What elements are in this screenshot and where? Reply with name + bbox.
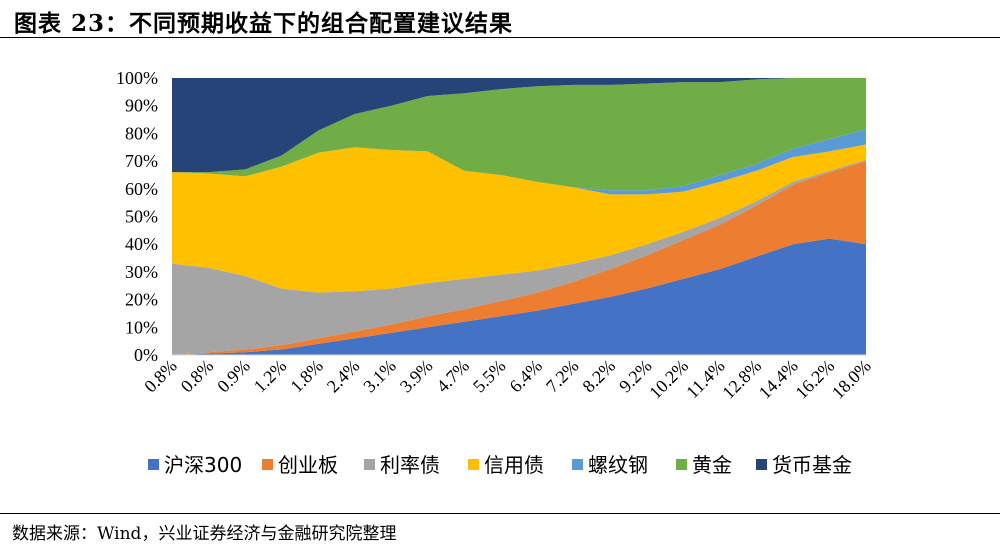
x-tick-label: 1.2% <box>250 356 291 397</box>
legend-label: 信用债 <box>484 453 544 477</box>
x-tick-label: 3.1% <box>359 356 400 397</box>
area-series-0 <box>172 238 866 355</box>
legend-swatch <box>676 459 687 470</box>
y-tick-label: 40% <box>125 234 158 254</box>
x-tick-label: 1.8% <box>286 356 327 397</box>
legend-swatch <box>262 459 273 470</box>
legend-swatch <box>364 459 375 470</box>
source-divider <box>0 513 1000 514</box>
y-tick-label: 50% <box>125 207 158 227</box>
y-tick-label: 90% <box>125 96 158 116</box>
area-series-6 <box>172 78 866 173</box>
title-divider <box>0 37 1000 38</box>
x-tick-label: 7.2% <box>542 356 583 397</box>
legend-swatch <box>468 459 479 470</box>
x-tick-label: 0.9% <box>213 356 254 397</box>
legend-label: 利率债 <box>380 453 440 477</box>
x-tick-label: 18.0% <box>828 356 875 403</box>
y-tick-label: 0% <box>134 345 158 365</box>
x-tick-label: 2.4% <box>323 356 364 397</box>
x-tick-label: 11.4% <box>682 356 729 403</box>
area-series-2 <box>172 159 866 355</box>
legend-swatch <box>572 459 583 470</box>
x-tick-label: 4.7% <box>432 356 473 397</box>
legend-label: 沪深300 <box>164 453 242 477</box>
area-series-5 <box>172 78 866 191</box>
x-tick-label: 5.5% <box>469 356 510 397</box>
y-tick-label: 70% <box>125 151 158 171</box>
y-tick-label: 80% <box>125 123 158 143</box>
legend-label: 黄金 <box>692 453 732 477</box>
x-tick-label: 10.2% <box>645 356 692 403</box>
y-tick-label: 30% <box>125 262 158 282</box>
x-tick-label: 16.2% <box>791 356 838 403</box>
y-tick-label: 10% <box>125 317 158 337</box>
legend-label: 螺纹钢 <box>588 453 648 477</box>
x-tick-label: 8.2% <box>578 356 619 397</box>
y-tick-label: 20% <box>125 290 158 310</box>
legend-label: 创业板 <box>278 453 338 477</box>
area-series-1 <box>172 161 866 355</box>
x-tick-label: 0.8% <box>177 356 218 397</box>
legend-swatch <box>756 459 767 470</box>
source-note: 数据来源：Wind，兴业证券经济与金融研究院整理 <box>12 524 397 544</box>
x-tick-label: 12.8% <box>718 356 765 403</box>
legend-label: 货币基金 <box>772 453 852 477</box>
x-tick-label: 6.4% <box>505 356 546 397</box>
area-series-3 <box>172 144 866 293</box>
legend-swatch <box>148 459 159 470</box>
y-tick-label: 100% <box>116 68 158 88</box>
y-tick-label: 60% <box>125 179 158 199</box>
page-title: 图表 23：不同预期收益下的组合配置建议结果 <box>14 10 514 37</box>
x-tick-label: 3.9% <box>396 356 437 397</box>
x-tick-label: 14.4% <box>755 356 802 403</box>
